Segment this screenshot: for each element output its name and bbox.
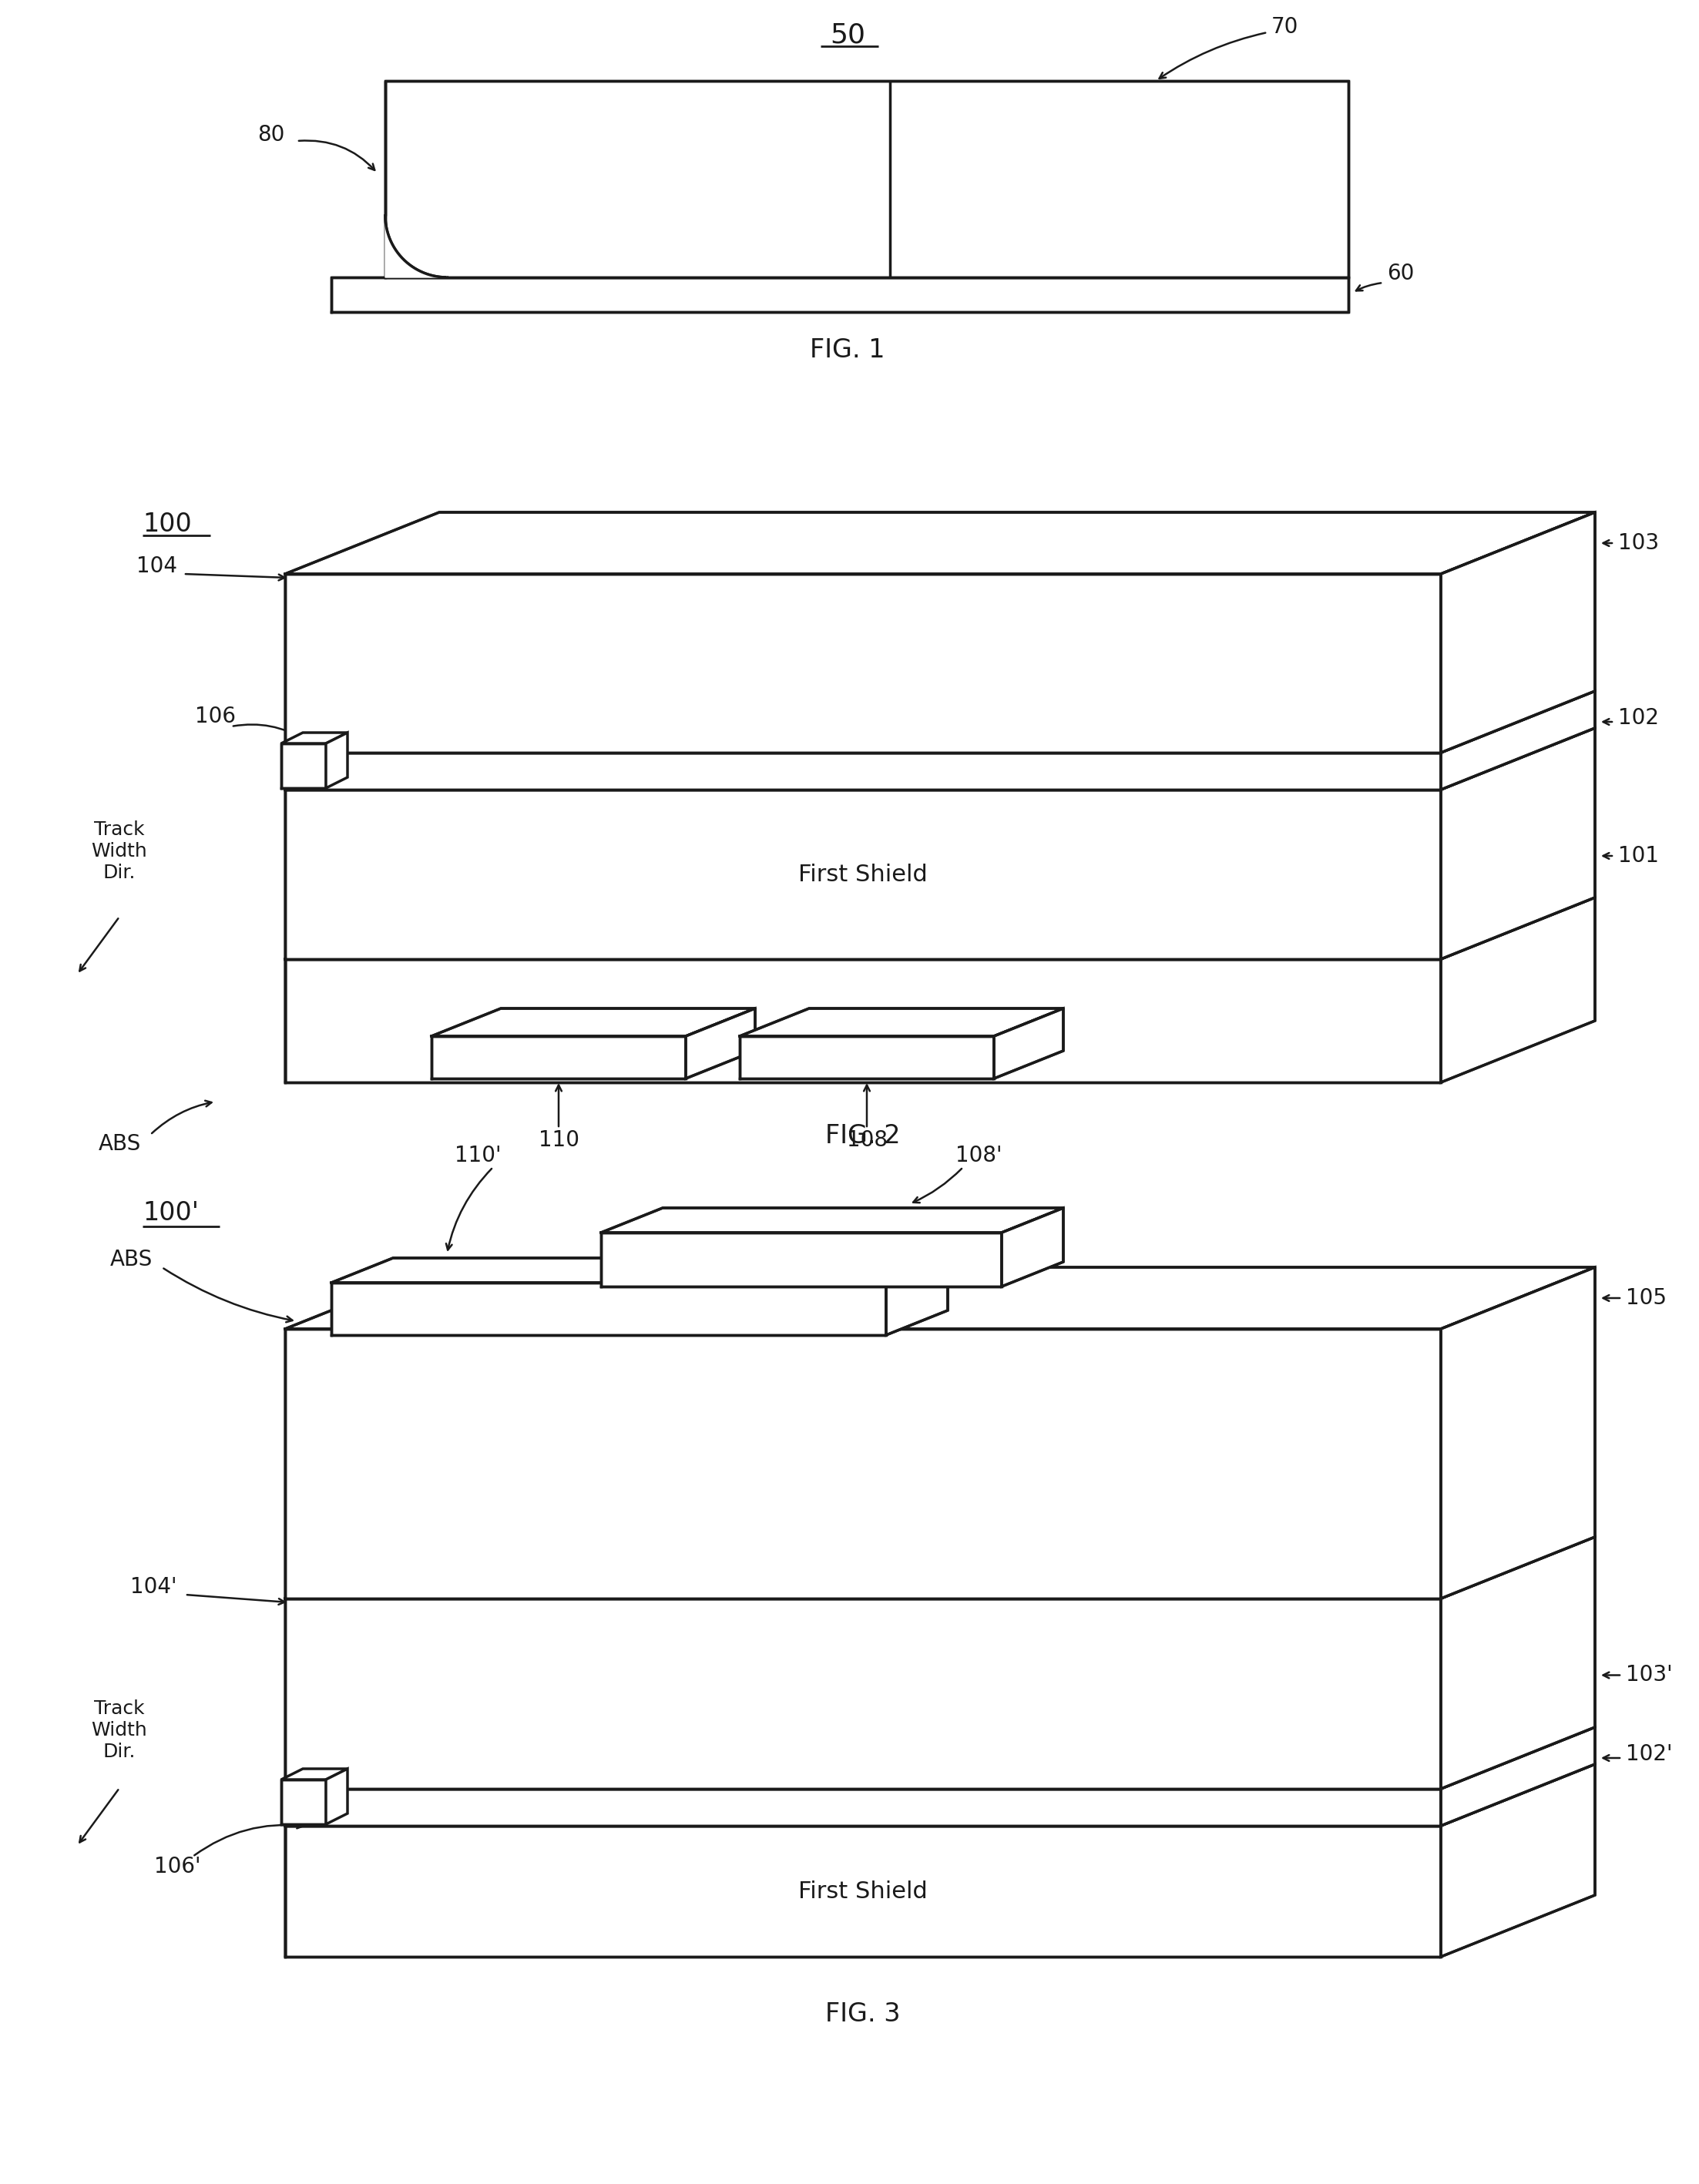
Polygon shape <box>285 574 1441 753</box>
Text: 103': 103' <box>1626 1664 1672 1686</box>
Polygon shape <box>686 1009 754 1079</box>
Polygon shape <box>1441 1538 1595 1789</box>
Polygon shape <box>282 743 326 788</box>
Text: FIG. 3: FIG. 3 <box>826 2003 900 2027</box>
Polygon shape <box>285 898 1595 959</box>
Polygon shape <box>285 1538 1595 1599</box>
Polygon shape <box>285 959 1441 1083</box>
Text: 70: 70 <box>1271 15 1298 37</box>
Polygon shape <box>432 1009 754 1035</box>
Text: ABS: ABS <box>99 1133 141 1155</box>
Text: Track
Width
Dir.: Track Width Dir. <box>92 821 148 882</box>
Polygon shape <box>1441 1765 1595 1957</box>
Text: Second Shield: Second Shield <box>780 1682 946 1706</box>
Polygon shape <box>432 1035 686 1079</box>
Text: 102: 102 <box>1617 708 1658 729</box>
Text: 100': 100' <box>143 1201 199 1225</box>
Polygon shape <box>285 1789 1441 1826</box>
Polygon shape <box>282 1780 326 1824</box>
Polygon shape <box>994 1009 1064 1079</box>
Polygon shape <box>326 732 348 788</box>
Polygon shape <box>739 1009 1064 1035</box>
Polygon shape <box>326 1769 348 1824</box>
Text: Second Shield: Second Shield <box>780 653 946 675</box>
Polygon shape <box>285 753 1441 791</box>
Text: 108': 108' <box>955 1144 1002 1166</box>
Polygon shape <box>282 732 348 743</box>
Polygon shape <box>887 1258 948 1334</box>
Text: Track
Width
Dir.: Track Width Dir. <box>92 1699 148 1760</box>
Polygon shape <box>1441 898 1595 1083</box>
Polygon shape <box>285 1267 1595 1328</box>
Text: 110': 110' <box>454 1144 501 1166</box>
Polygon shape <box>1441 690 1595 791</box>
Polygon shape <box>386 216 447 277</box>
Text: 100: 100 <box>143 511 192 537</box>
Text: 101: 101 <box>1617 845 1658 867</box>
Polygon shape <box>1441 1728 1595 1826</box>
Polygon shape <box>285 1826 1441 1957</box>
Text: 60: 60 <box>1386 262 1414 284</box>
Text: 103: 103 <box>1617 533 1658 555</box>
Polygon shape <box>285 727 1595 791</box>
Text: 104': 104' <box>131 1577 177 1599</box>
Polygon shape <box>739 1035 994 1079</box>
Text: 106': 106' <box>155 1856 200 1878</box>
Polygon shape <box>285 1765 1595 1826</box>
Text: 105: 105 <box>1626 1286 1667 1308</box>
Text: 106: 106 <box>195 705 236 727</box>
Polygon shape <box>601 1208 1064 1232</box>
Text: 104: 104 <box>136 555 177 577</box>
Polygon shape <box>1441 513 1595 753</box>
Text: 50: 50 <box>829 22 865 48</box>
Text: FIG. 2: FIG. 2 <box>826 1123 900 1149</box>
Polygon shape <box>1441 727 1595 959</box>
Polygon shape <box>1441 1267 1595 1599</box>
Polygon shape <box>331 277 1349 312</box>
Polygon shape <box>285 1328 1441 1599</box>
Polygon shape <box>285 1728 1595 1789</box>
Text: First Shield: First Shield <box>799 863 928 885</box>
Text: 108: 108 <box>846 1129 887 1151</box>
Polygon shape <box>282 1769 348 1780</box>
Polygon shape <box>285 791 1441 959</box>
Polygon shape <box>285 513 1595 574</box>
Polygon shape <box>386 81 1349 277</box>
Text: First Shield: First Shield <box>799 1880 928 1902</box>
Polygon shape <box>331 1258 948 1282</box>
Text: ABS: ABS <box>110 1249 153 1271</box>
Polygon shape <box>285 690 1595 753</box>
Text: 80: 80 <box>258 124 285 146</box>
Polygon shape <box>285 1599 1441 1789</box>
Polygon shape <box>601 1232 1002 1286</box>
Polygon shape <box>331 1282 887 1334</box>
Text: 110: 110 <box>539 1129 579 1151</box>
Polygon shape <box>1002 1208 1064 1286</box>
Text: FIG. 1: FIG. 1 <box>810 339 885 363</box>
Text: 102': 102' <box>1626 1743 1672 1765</box>
